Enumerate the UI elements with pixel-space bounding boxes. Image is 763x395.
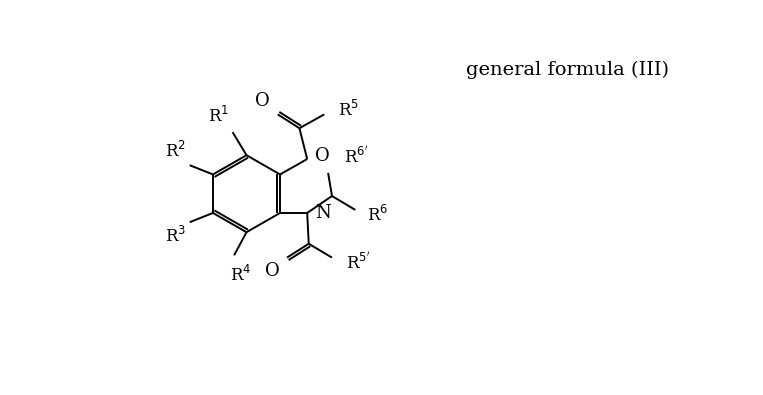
Text: O: O <box>256 92 270 110</box>
Text: O: O <box>315 147 330 165</box>
Text: general formula (III): general formula (III) <box>466 60 669 79</box>
Text: R$^{6'}$: R$^{6'}$ <box>343 146 368 167</box>
Text: R$^1$: R$^1$ <box>208 106 229 126</box>
Text: O: O <box>265 262 279 280</box>
Text: R$^{5'}$: R$^{5'}$ <box>346 252 370 273</box>
Text: R$^6$: R$^6$ <box>367 205 388 224</box>
Text: R$^3$: R$^3$ <box>165 226 186 246</box>
Text: R$^5$: R$^5$ <box>338 100 359 120</box>
Text: N: N <box>315 204 330 222</box>
Text: R$^4$: R$^4$ <box>230 265 252 285</box>
Text: R$^2$: R$^2$ <box>166 141 186 162</box>
